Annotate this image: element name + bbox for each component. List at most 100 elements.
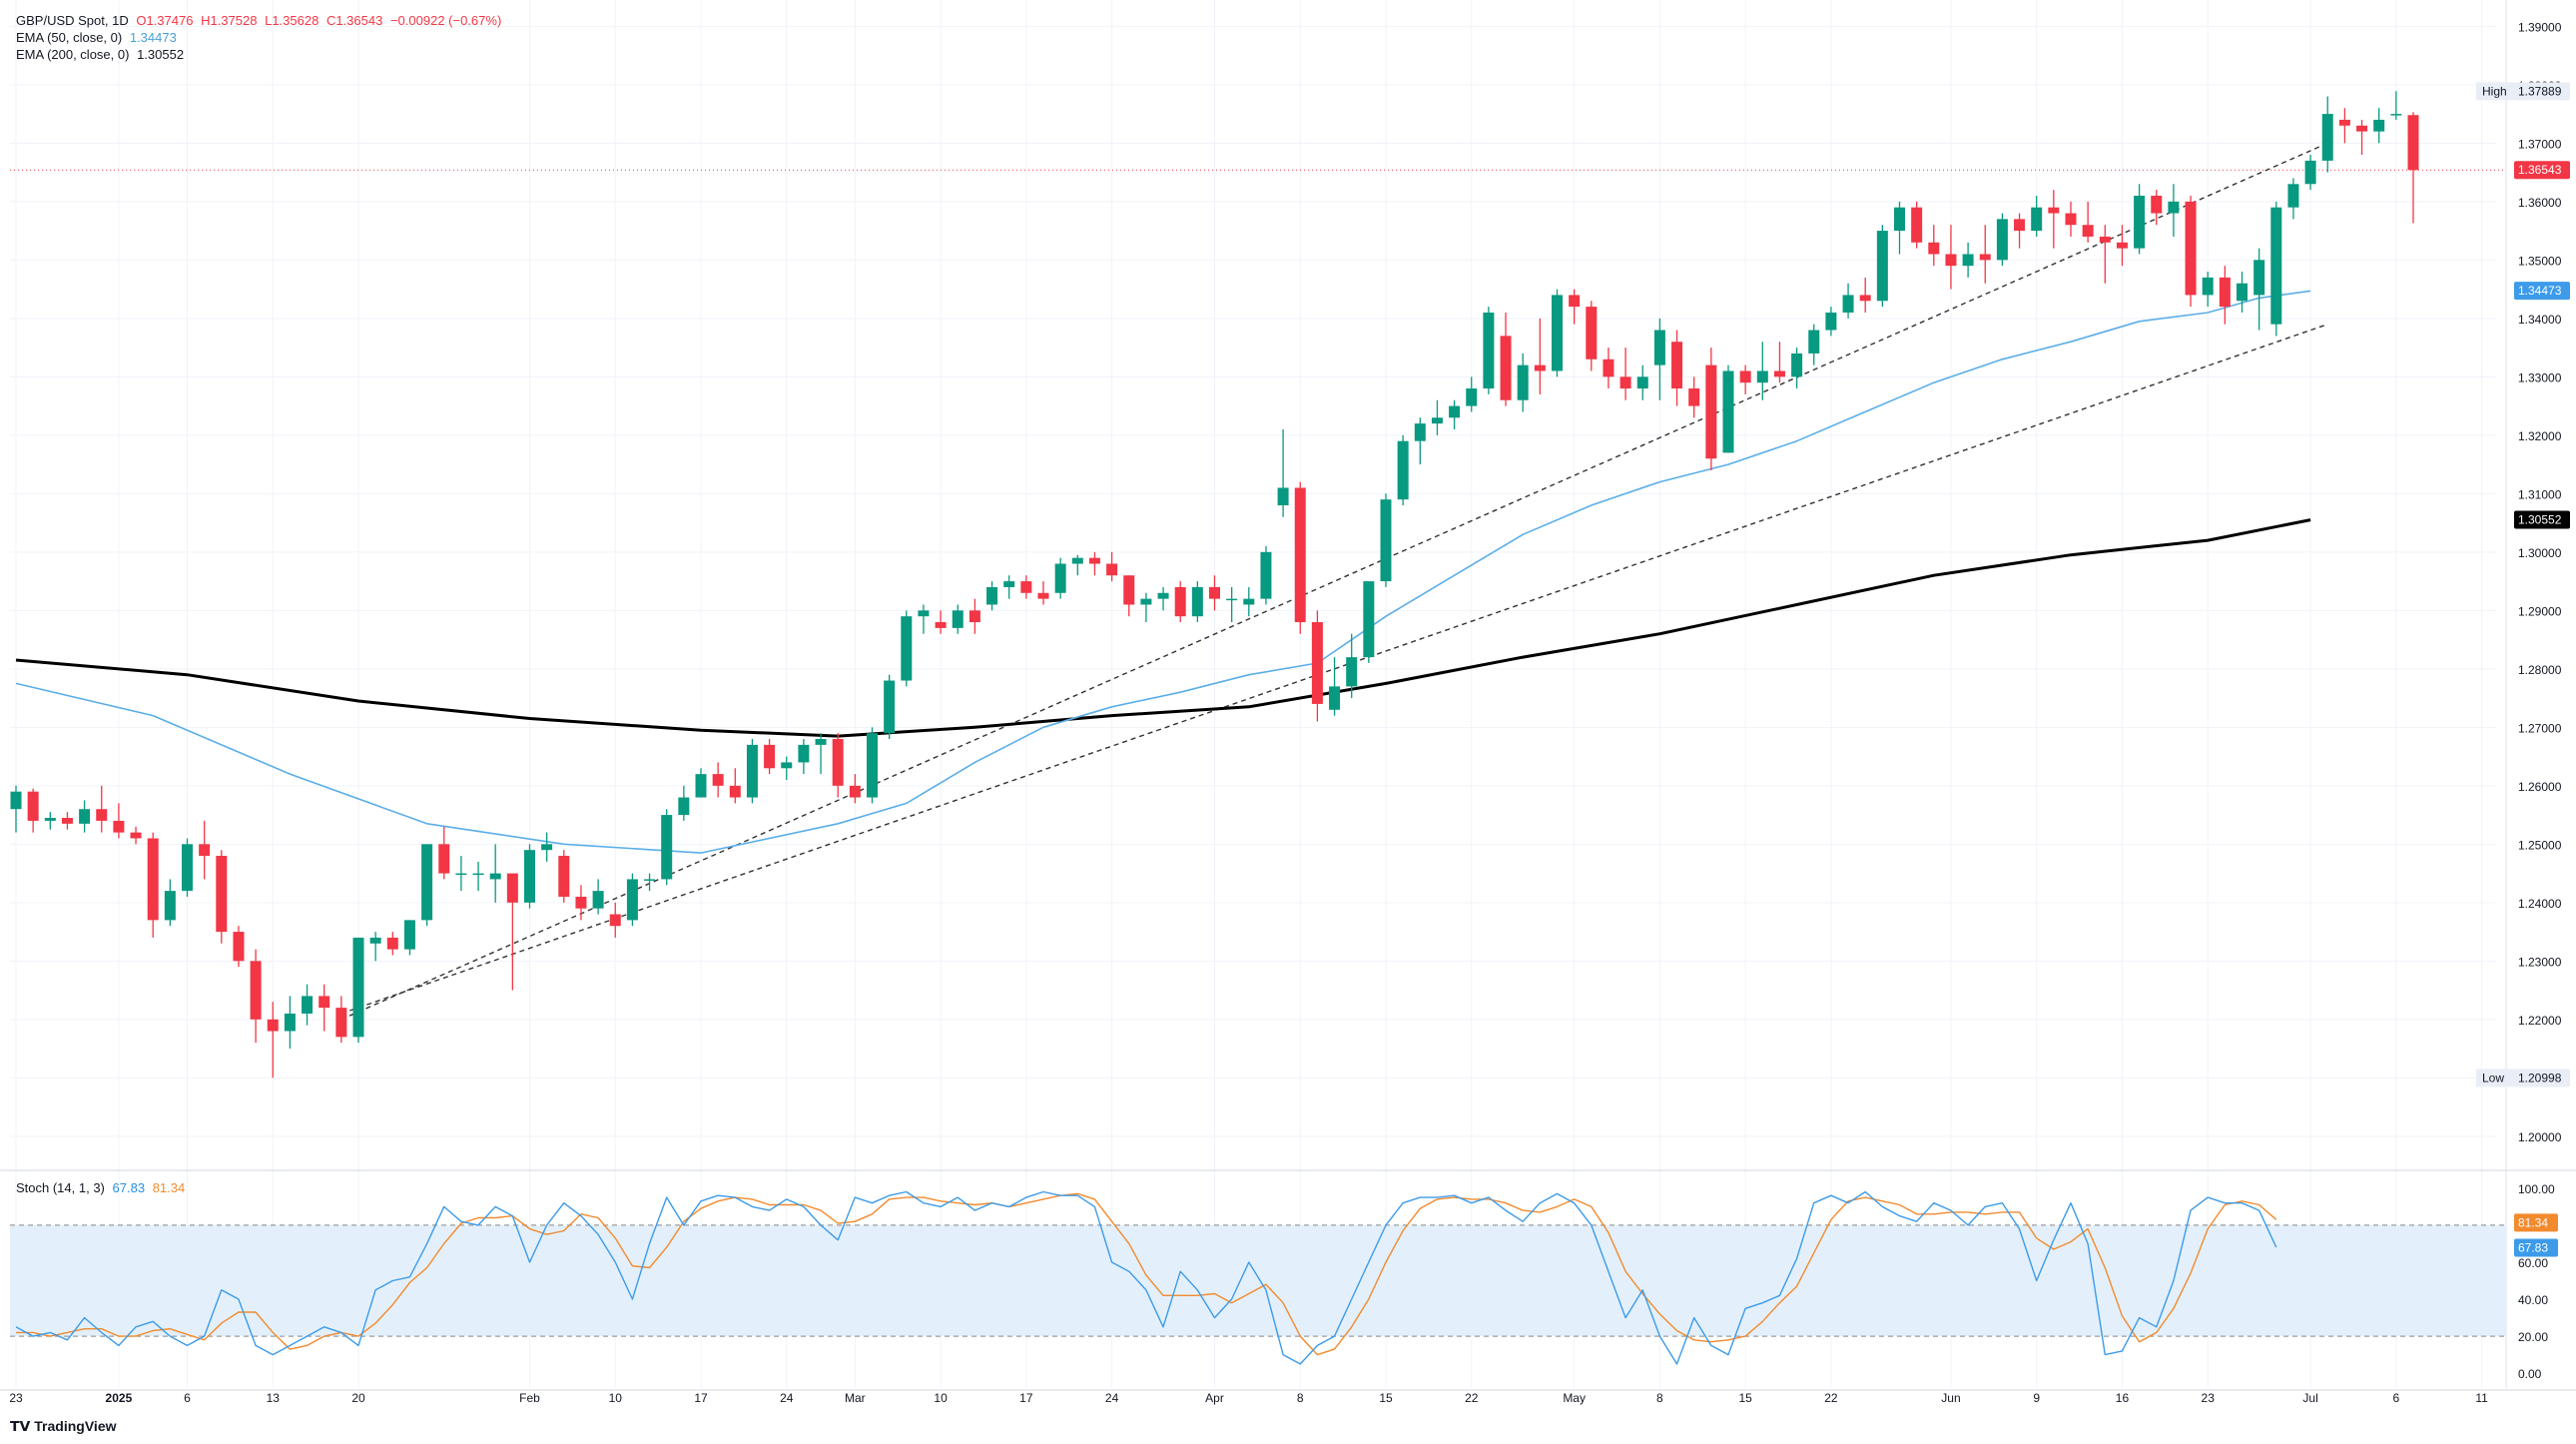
high-price-tag[interactable]: High 1.37889: [2476, 82, 2570, 101]
candle[interactable]: [1363, 581, 1375, 663]
candle[interactable]: [61, 812, 73, 830]
candle[interactable]: [2168, 184, 2180, 237]
candle[interactable]: [1859, 277, 1871, 313]
stochastic-pane[interactable]: [10, 1190, 2506, 1365]
time-axis[interactable]: 23 2025 6 13 20 Feb 10 17 24 Mar 10 17 24 Apr 8 15 22 May…: [9, 1391, 2488, 1405]
low-price-tag[interactable]: Low 1.20998: [2476, 1069, 2570, 1087]
candle[interactable]: [335, 996, 347, 1044]
candle[interactable]: [678, 785, 690, 821]
candle[interactable]: [1123, 575, 1135, 617]
candle[interactable]: [1552, 289, 1563, 377]
candle[interactable]: [1311, 610, 1323, 722]
candle[interactable]: [147, 832, 159, 938]
candle[interactable]: [1773, 342, 1785, 383]
candle[interactable]: [79, 800, 91, 833]
candle[interactable]: [1894, 201, 1905, 255]
candle[interactable]: [455, 856, 467, 892]
candle[interactable]: [386, 932, 398, 956]
candle[interactable]: [798, 739, 810, 775]
stoch-k-line[interactable]: [15, 1190, 2277, 1365]
candle[interactable]: [2014, 213, 2026, 249]
candle[interactable]: [901, 610, 913, 687]
candle[interactable]: [1209, 575, 1220, 611]
candle[interactable]: [626, 873, 638, 927]
candle[interactable]: [2116, 225, 2128, 267]
candle[interactable]: [96, 785, 108, 833]
candle[interactable]: [1277, 428, 1289, 517]
candle[interactable]: [815, 733, 827, 775]
candle[interactable]: [1569, 289, 1581, 325]
candle[interactable]: [421, 844, 433, 927]
candle[interactable]: [1945, 225, 1957, 290]
candle[interactable]: [302, 984, 314, 1026]
candle[interactable]: [2185, 195, 2197, 308]
candle[interactable]: [284, 996, 296, 1050]
candle[interactable]: [1054, 557, 1066, 599]
candle[interactable]: [27, 788, 39, 833]
candle[interactable]: [1619, 348, 1631, 400]
candle[interactable]: [1020, 575, 1032, 599]
ema200-line[interactable]: [15, 518, 2311, 738]
candle[interactable]: [1962, 242, 1974, 278]
candle[interactable]: [524, 844, 535, 909]
candle[interactable]: [952, 604, 964, 634]
ema50-price-tag[interactable]: 1.34473: [2514, 282, 2570, 301]
candle[interactable]: [695, 768, 707, 798]
candle[interactable]: [1911, 201, 1923, 249]
candle[interactable]: [2407, 112, 2419, 224]
candle[interactable]: [1586, 301, 1598, 371]
candle[interactable]: [1688, 376, 1700, 418]
candle[interactable]: [2151, 190, 2163, 226]
candle[interactable]: [2254, 248, 2265, 331]
candle[interactable]: [2237, 272, 2248, 313]
candle[interactable]: [1329, 657, 1341, 716]
candle[interactable]: [849, 774, 861, 804]
candle[interactable]: [1756, 342, 1768, 400]
candle[interactable]: [352, 937, 364, 1044]
candle[interactable]: [1653, 318, 1665, 400]
candle[interactable]: [1534, 318, 1546, 394]
candle[interactable]: [44, 812, 56, 830]
candle[interactable]: [867, 727, 878, 804]
candle[interactable]: [1037, 581, 1049, 605]
candle[interactable]: [1705, 348, 1717, 470]
stoch-d-tag[interactable]: 81.34: [2514, 1213, 2558, 1232]
trendline[interactable]: [340, 142, 2328, 1021]
candle[interactable]: [1191, 581, 1203, 623]
candle[interactable]: [1979, 225, 1991, 284]
candle[interactable]: [2373, 108, 2385, 144]
candle[interactable]: [130, 826, 142, 845]
candle[interactable]: [1603, 348, 1614, 389]
candle[interactable]: [164, 879, 176, 927]
candle[interactable]: [1483, 307, 1495, 394]
ema50-line[interactable]: [15, 290, 2311, 854]
candle[interactable]: [729, 768, 741, 804]
candle[interactable]: [2048, 190, 2060, 249]
candle[interactable]: [712, 762, 724, 798]
candle[interactable]: [1397, 434, 1409, 506]
candle[interactable]: [918, 604, 930, 634]
candle[interactable]: [199, 820, 211, 880]
candle[interactable]: [1466, 376, 1478, 412]
candle[interactable]: [1517, 353, 1529, 412]
candle[interactable]: [1808, 324, 1820, 365]
last-price-tag[interactable]: 1.36543: [2514, 161, 2570, 180]
candle[interactable]: [541, 832, 553, 862]
candle[interactable]: [1071, 554, 1083, 576]
candle[interactable]: [1174, 581, 1186, 623]
candle[interactable]: [832, 733, 844, 798]
candle[interactable]: [884, 674, 896, 740]
candle[interactable]: [986, 581, 998, 611]
candle[interactable]: [781, 756, 793, 780]
candle[interactable]: [1243, 586, 1255, 617]
tradingview-logo[interactable]: 𝗧𝗩 TradingView: [10, 1418, 117, 1435]
candle[interactable]: [1226, 586, 1238, 623]
candle[interactable]: [1003, 575, 1015, 599]
price-pane[interactable]: [10, 91, 2506, 1079]
candle[interactable]: [250, 949, 262, 1044]
candle[interactable]: [438, 826, 450, 880]
candle[interactable]: [1106, 551, 1118, 582]
candle[interactable]: [1739, 364, 1751, 394]
candle[interactable]: [1431, 399, 1443, 435]
candle[interactable]: [2134, 184, 2146, 255]
